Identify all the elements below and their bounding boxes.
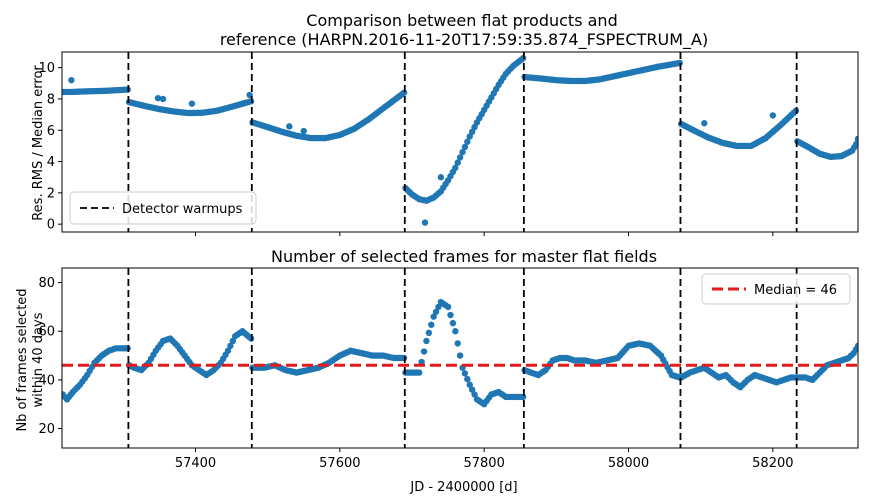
- top-outlier-point: [300, 127, 307, 135]
- top-data-point: [452, 164, 459, 172]
- top-outlier-point: [286, 123, 293, 130]
- top-data-point: [454, 159, 461, 166]
- top-plot-area: 0 2 4 6 8 10 Detector warmups: [38, 51, 859, 236]
- bottom-data-point: [423, 337, 430, 345]
- top-outlier-point: [854, 135, 858, 143]
- bottom-data-point: [227, 342, 234, 350]
- bottom-data-point: [425, 329, 433, 337]
- top-chart-title-line2: reference (HARPN.2016-11-20T17:59:35.874…: [220, 30, 708, 50]
- legend-warmup-label: Detector warmups: [122, 202, 243, 217]
- x-axis-label: JD - 2400000 [d]: [409, 480, 517, 495]
- bottom-axes-frame: [61, 267, 859, 449]
- bottom-chart-title: Number of selected frames for master fla…: [271, 247, 657, 266]
- bottom-data-point: [229, 337, 236, 345]
- top-chart-title-line1: Comparison between flat products and: [306, 11, 617, 30]
- top-y-tick-label: 0: [47, 218, 55, 233]
- top-y-tick-label: 2: [47, 186, 55, 201]
- bottom-y-tick-label: 60: [38, 325, 55, 340]
- top-data-point: [464, 138, 471, 145]
- top-y-tick-label: 8: [47, 92, 55, 107]
- top-outlier-point: [188, 100, 196, 107]
- x-tick-label: 57800: [463, 456, 504, 471]
- top-outlier-point: [159, 95, 167, 103]
- bottom-y-tick-label: 80: [38, 276, 55, 291]
- bottom-y-tick-label: 20: [38, 422, 55, 437]
- bottom-data-point: [428, 321, 435, 328]
- bottom-data-point: [456, 352, 464, 359]
- top-data-point: [461, 143, 469, 151]
- x-tick-label: 57400: [175, 456, 216, 471]
- bottom-data-point: [461, 370, 469, 377]
- legend-median-label: Median = 46: [754, 283, 837, 298]
- bottom-data-point: [466, 381, 473, 388]
- bottom-data-point: [464, 375, 471, 383]
- top-data-point: [459, 148, 466, 156]
- bottom-data-point: [224, 347, 232, 354]
- bottom-data-point: [432, 308, 440, 315]
- top-y-axis-label: Res. RMS / Median error: [31, 65, 46, 221]
- bottom-y-axis-label-line1: Nb of frames selected: [15, 288, 30, 431]
- top-outlier-point: [154, 94, 162, 102]
- top-y-tick-label: 6: [47, 124, 55, 139]
- bottom-legend: Median = 46: [701, 273, 851, 305]
- top-outlier-point: [769, 112, 777, 119]
- bottom-data-point: [468, 386, 476, 393]
- top-outlier-point: [701, 120, 708, 127]
- bottom-data-point: [449, 319, 457, 327]
- top-outlier-point: [421, 219, 429, 226]
- bottom-y-tick-label: 40: [38, 373, 55, 388]
- bottom-data-point: [452, 328, 459, 335]
- x-tick-label: 58200: [752, 456, 793, 471]
- bottom-data-point: [430, 313, 437, 320]
- bottom-data-point: [435, 303, 442, 311]
- bottom-data-point: [416, 369, 423, 376]
- top-y-tick-label: 10: [38, 61, 55, 76]
- bottom-data-point: [447, 311, 454, 319]
- bottom-data-point: [444, 303, 452, 311]
- top-outlier-point: [437, 174, 445, 181]
- bottom-data-point: [454, 340, 461, 347]
- top-outlier-point: [68, 76, 75, 84]
- bottom-data-point: [854, 342, 858, 350]
- top-data-point: [456, 154, 464, 161]
- top-axes-frame: [61, 51, 859, 233]
- bottom-data-point: [471, 391, 478, 398]
- top-legend: Detector warmups: [69, 191, 257, 225]
- bottom-y-axis-label-line2: within 40 days: [31, 312, 46, 407]
- x-tick-label: 58000: [608, 456, 649, 471]
- bottom-data-point: [420, 348, 428, 355]
- top-y-tick-label: 4: [47, 155, 55, 170]
- bottom-data-point: [418, 358, 425, 366]
- x-tick-label: 57600: [319, 456, 360, 471]
- bottom-plot-area: 20 40 60 80 57400 57600 57800 58000 58200 Median …: [38, 267, 859, 471]
